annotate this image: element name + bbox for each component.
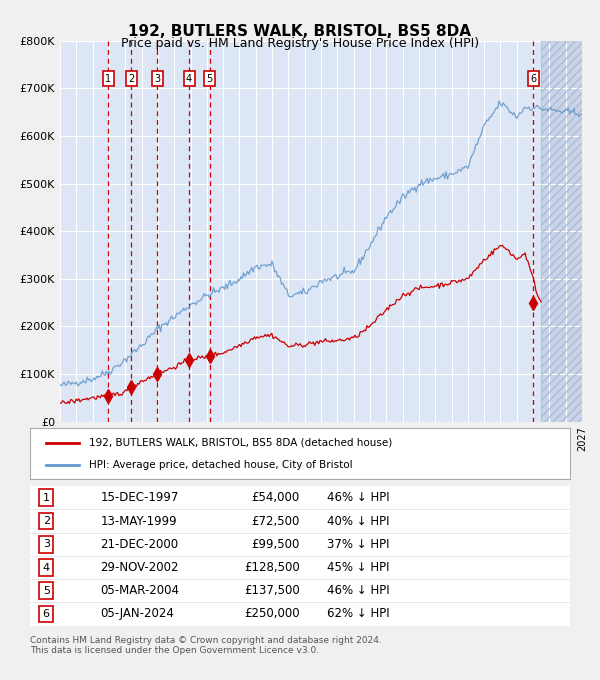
Text: 46% ↓ HPI: 46% ↓ HPI <box>327 492 389 505</box>
Text: Price paid vs. HM Land Registry's House Price Index (HPI): Price paid vs. HM Land Registry's House … <box>121 37 479 50</box>
Text: 46% ↓ HPI: 46% ↓ HPI <box>327 584 389 597</box>
Text: 15-DEC-1997: 15-DEC-1997 <box>100 492 179 505</box>
Text: 37% ↓ HPI: 37% ↓ HPI <box>327 538 389 551</box>
Text: 21-DEC-2000: 21-DEC-2000 <box>100 538 178 551</box>
Bar <box>541 41 582 422</box>
Text: 40% ↓ HPI: 40% ↓ HPI <box>327 515 389 528</box>
Text: £128,500: £128,500 <box>244 561 300 574</box>
Text: 4: 4 <box>186 74 192 84</box>
Text: 192, BUTLERS WALK, BRISTOL, BS5 8DA (detached house): 192, BUTLERS WALK, BRISTOL, BS5 8DA (det… <box>89 438 392 447</box>
Text: 192, BUTLERS WALK, BRISTOL, BS5 8DA: 192, BUTLERS WALK, BRISTOL, BS5 8DA <box>128 24 472 39</box>
Text: 3: 3 <box>154 74 160 84</box>
Text: 2: 2 <box>128 74 134 84</box>
Text: 5: 5 <box>43 585 50 596</box>
Text: 1: 1 <box>43 493 50 503</box>
Text: 6: 6 <box>530 74 536 84</box>
Text: 13-MAY-1999: 13-MAY-1999 <box>100 515 177 528</box>
Text: 45% ↓ HPI: 45% ↓ HPI <box>327 561 389 574</box>
Bar <box>541 41 582 422</box>
Text: 1: 1 <box>105 74 112 84</box>
Text: 62% ↓ HPI: 62% ↓ HPI <box>327 607 389 620</box>
Text: £54,000: £54,000 <box>252 492 300 505</box>
Text: Contains HM Land Registry data © Crown copyright and database right 2024.
This d: Contains HM Land Registry data © Crown c… <box>30 636 382 656</box>
Text: £99,500: £99,500 <box>251 538 300 551</box>
Text: HPI: Average price, detached house, City of Bristol: HPI: Average price, detached house, City… <box>89 460 353 470</box>
Text: 2: 2 <box>43 516 50 526</box>
Text: 05-MAR-2004: 05-MAR-2004 <box>100 584 179 597</box>
Text: 29-NOV-2002: 29-NOV-2002 <box>100 561 179 574</box>
Text: £250,000: £250,000 <box>244 607 300 620</box>
Text: 05-JAN-2024: 05-JAN-2024 <box>100 607 174 620</box>
Text: 4: 4 <box>43 562 50 573</box>
Text: 6: 6 <box>43 609 50 619</box>
Text: £137,500: £137,500 <box>244 584 300 597</box>
Text: 3: 3 <box>43 539 50 549</box>
Text: 5: 5 <box>206 74 213 84</box>
Text: £72,500: £72,500 <box>251 515 300 528</box>
